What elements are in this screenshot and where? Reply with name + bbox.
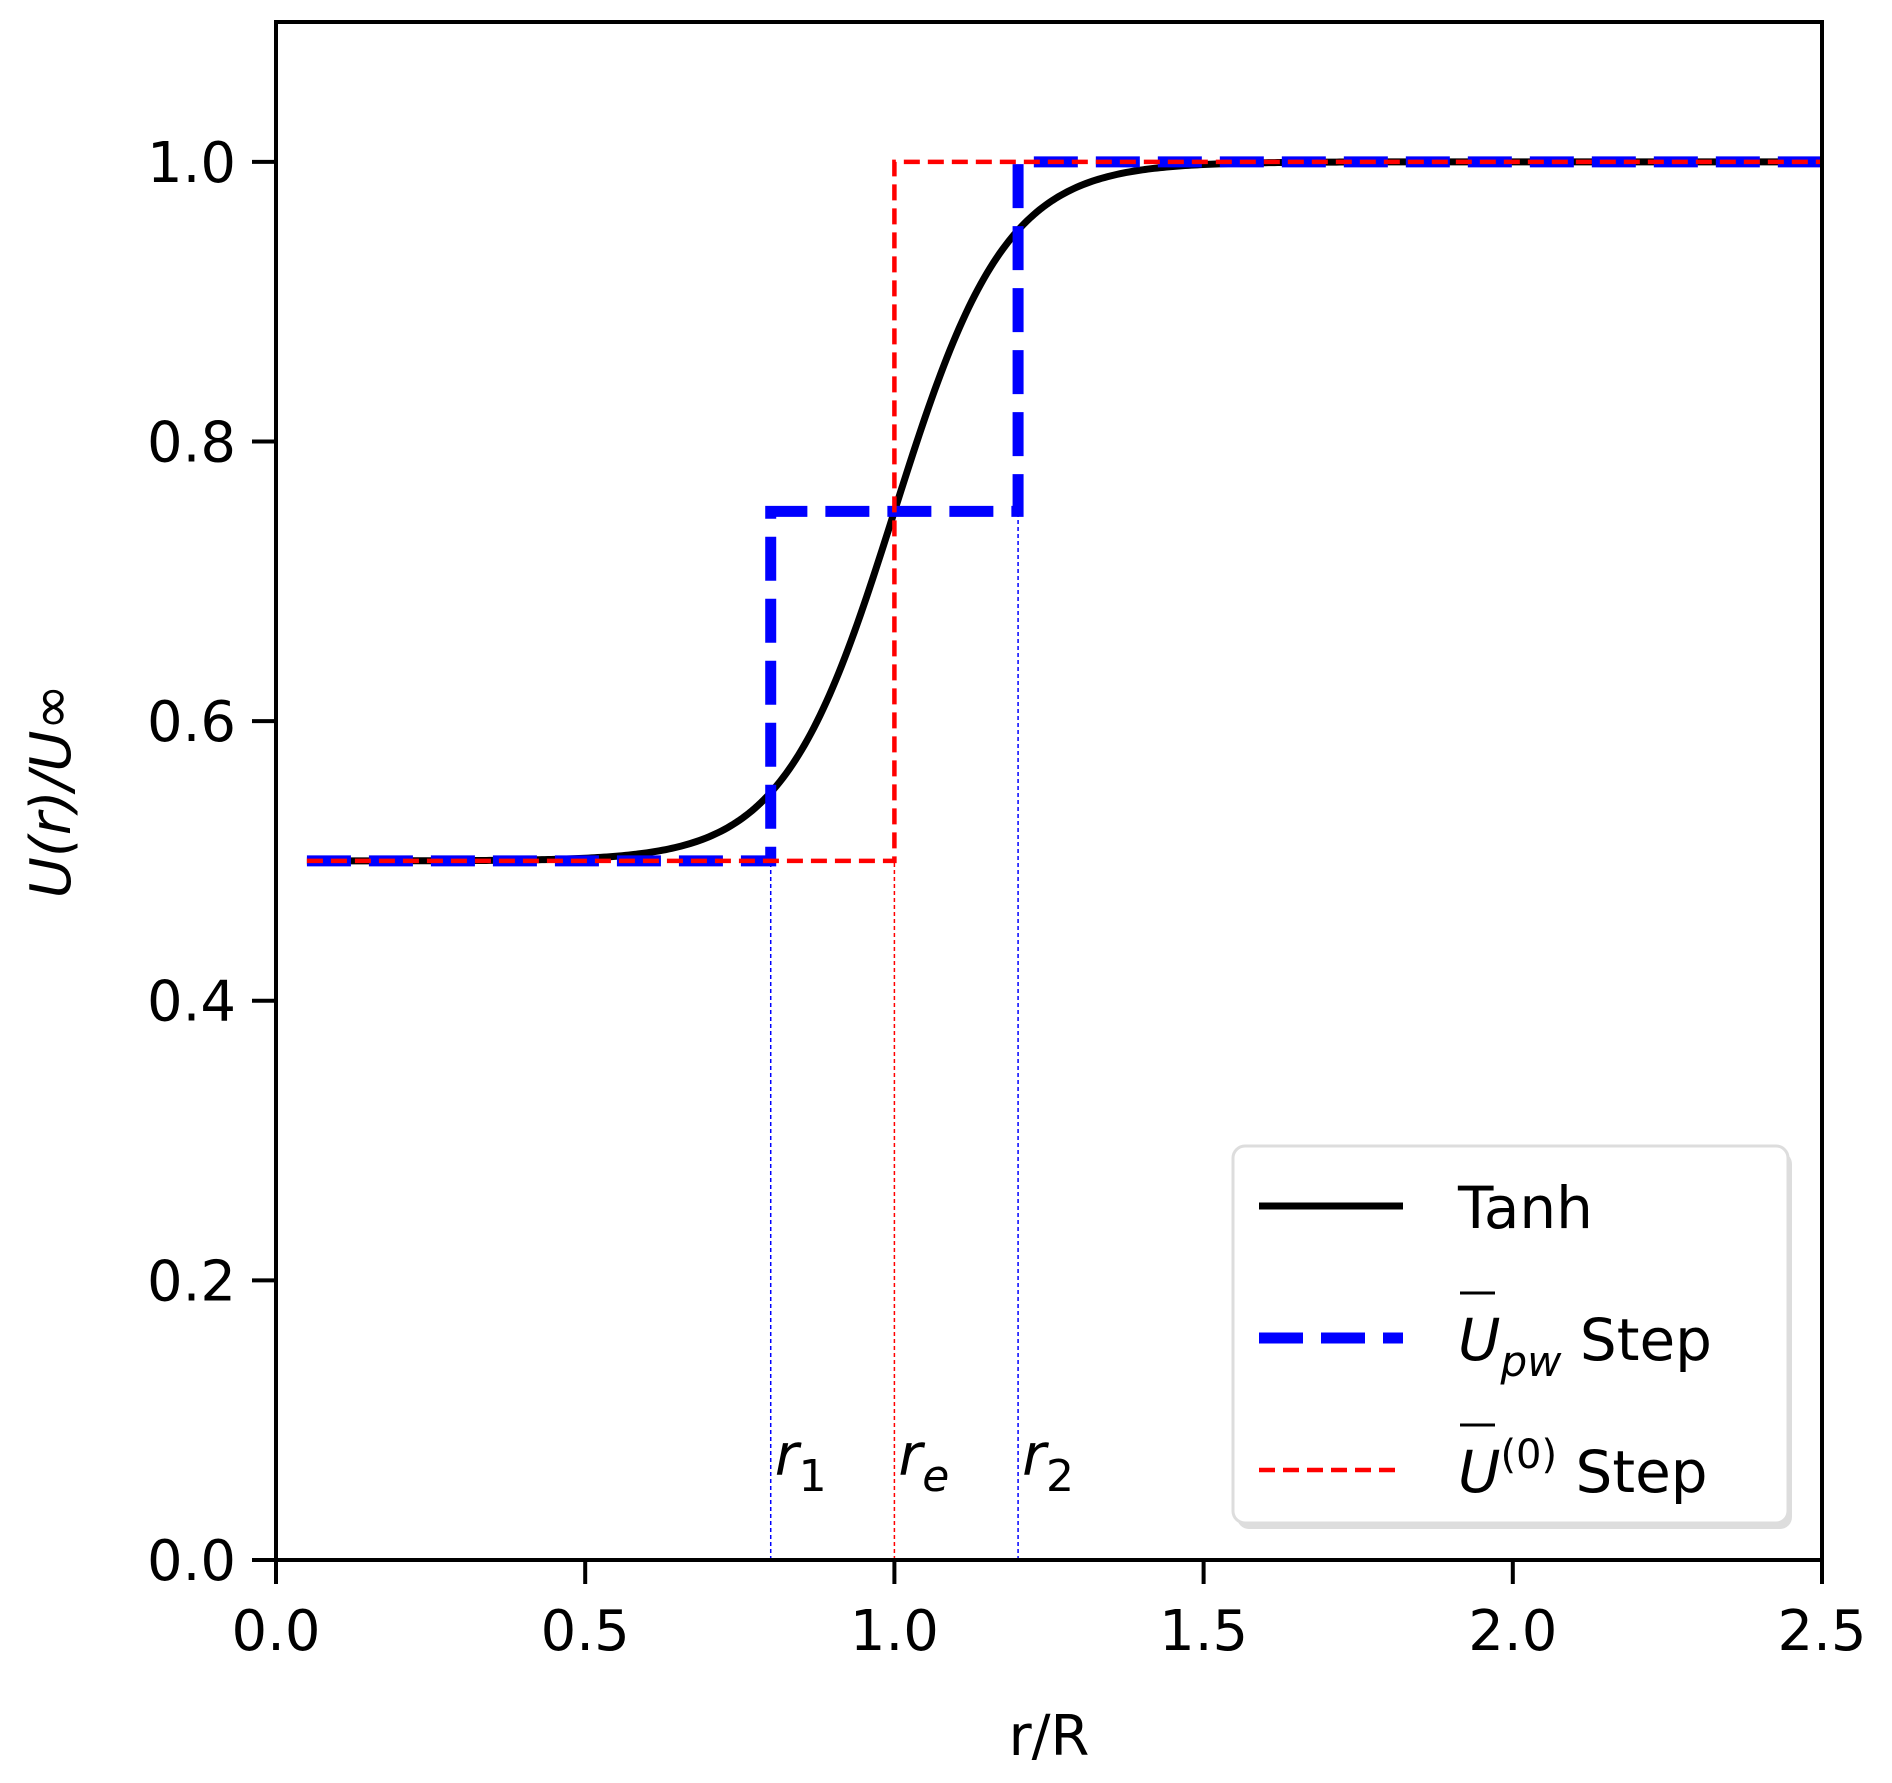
plot-area: r1 re r2: [306, 156, 1822, 1560]
marker-label-r2: r2: [1022, 1421, 1074, 1502]
marker-label-r1: r1: [775, 1421, 827, 1502]
y-tick-label: 0.4: [147, 970, 236, 1035]
series-line-0: [306, 158, 1822, 865]
y-tick-label: 0.2: [147, 1249, 236, 1314]
x-tick-label: 2.5: [1777, 1599, 1866, 1664]
legend-label-0: Tanh: [1457, 1174, 1593, 1242]
legend-label-1: Upw Step: [1458, 1306, 1712, 1386]
ticks: 0.0 0.5 1.0 1.5 2.0 2.5 0.0 0.2 0.4 0.6 0.8 1.0: [147, 131, 1867, 1664]
x-axis-label: r/R: [1009, 1704, 1090, 1769]
marker-label-re: re: [898, 1421, 949, 1502]
y-axis-label: U(r)/U∞: [19, 684, 84, 898]
legend-box: [1231, 1144, 1790, 1525]
y-axis-label-text: U(r)/U∞: [19, 684, 84, 898]
series-line-2: [306, 159, 1822, 864]
y-tick-label: 0.6: [147, 690, 236, 755]
x-tick-label: 0.5: [541, 1599, 630, 1664]
series-line-1: [306, 156, 1822, 867]
axes-frame: [274, 20, 1824, 1562]
x-tick-label: 2.0: [1468, 1599, 1557, 1664]
y-tick-label: 1.0: [147, 131, 236, 196]
legend: Tanh Upw Step U(0) Step: [1231, 1144, 1792, 1529]
y-tick-label: 0.8: [147, 410, 236, 475]
legend-label-2: U(0) Step: [1458, 1432, 1708, 1506]
x-tick-label: 0.0: [231, 1599, 320, 1664]
x-tick-label: 1.5: [1159, 1599, 1248, 1664]
y-tick-label: 0.0: [147, 1529, 236, 1594]
x-tick-label: 1.0: [850, 1599, 939, 1664]
